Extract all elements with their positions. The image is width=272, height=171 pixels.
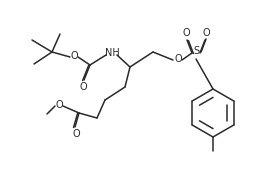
Text: O: O: [182, 28, 190, 38]
Text: O: O: [70, 51, 78, 61]
Text: O: O: [174, 54, 182, 64]
Text: O: O: [202, 28, 210, 38]
Text: O: O: [72, 129, 80, 139]
Text: S: S: [193, 46, 199, 56]
Text: O: O: [55, 100, 63, 110]
Text: NH: NH: [105, 48, 119, 58]
Text: O: O: [79, 82, 87, 92]
